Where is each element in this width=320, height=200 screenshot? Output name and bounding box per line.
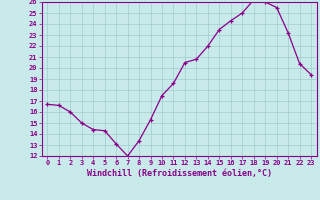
X-axis label: Windchill (Refroidissement éolien,°C): Windchill (Refroidissement éolien,°C)	[87, 169, 272, 178]
